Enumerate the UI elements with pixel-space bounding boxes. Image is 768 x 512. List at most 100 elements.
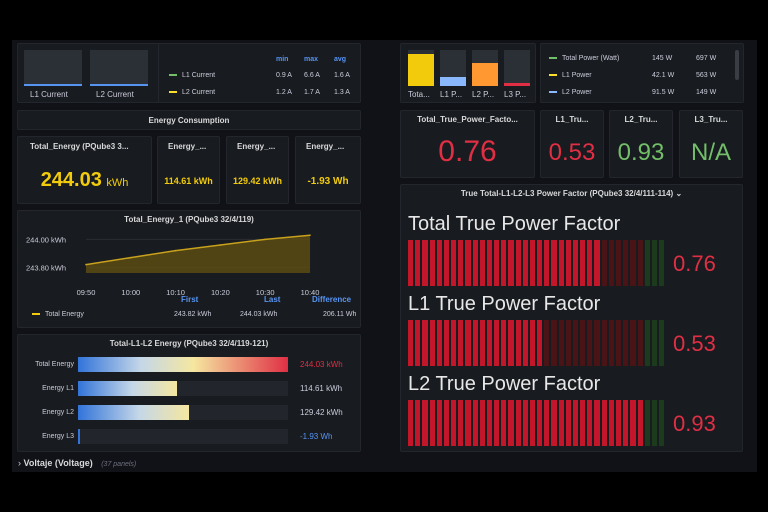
pf-segment [565, 400, 571, 446]
power-bar-label: L1 P... [440, 90, 463, 99]
energy-section-header[interactable]: Energy Consumption [17, 110, 361, 130]
voltage-row-header[interactable]: › Voltaje (Voltage) (37 panels) [18, 458, 136, 472]
chevron-right-icon[interactable]: › [18, 458, 21, 468]
pf-segment [630, 240, 636, 286]
pf-segment [551, 320, 557, 366]
gauge-row-label: Energy L1 [42, 385, 74, 392]
power-legend-row-l2[interactable]: L2 Power [549, 89, 592, 96]
power-bar-fill [440, 77, 466, 86]
legend-header-avg[interactable]: avg [334, 56, 347, 63]
power-legend-panel[interactable]: Total Power (Watt) 145 W 697 W L1 Power … [540, 43, 744, 103]
energy-bar-gauge-panel[interactable]: Total-L1-L2 Energy (PQube3 32/4/119-121)… [17, 334, 361, 452]
l1-avg: 1.6 A [334, 72, 350, 79]
chart-legend-row[interactable]: Total Energy [32, 311, 84, 318]
pf-segment [644, 320, 650, 366]
stat-title: Total_True_Power_Facto... [417, 115, 518, 124]
energy-l2-stat[interactable]: Energy_... 129.42 kWh [226, 136, 289, 204]
l2-pf-stat[interactable]: L2_Tru... 0.93 [609, 110, 673, 178]
gauge-value: -1.93 Wh [300, 432, 333, 441]
pf-segment [479, 240, 485, 286]
l2-power-v1: 91.5 W [652, 89, 675, 96]
l1-current-swatch [169, 74, 177, 77]
pf-segment [415, 400, 421, 446]
pf-segment [580, 320, 586, 366]
energy-timeseries-chart[interactable]: 244.00 kWh 243.80 kWh 09:50 10:00 10:10 10:20… [18, 229, 362, 311]
y-tick-label: 243.80 kWh [26, 263, 66, 272]
l1-pf-stat[interactable]: L1_Tru... 0.53 [540, 110, 604, 178]
l1-current-bar [24, 50, 82, 86]
pf-segment [630, 320, 636, 366]
gauge-track [78, 381, 288, 396]
legend-row-l2[interactable]: L2 Current [169, 89, 215, 96]
chevron-down-icon[interactable]: ⌄ [675, 189, 683, 198]
total-energy-stat[interactable]: Total_Energy (PQube3 3... 244.03 kWh [17, 136, 152, 204]
energy-section-title: Energy Consumption [148, 116, 230, 125]
pf-segment [644, 400, 650, 446]
chart-legend-header-first[interactable]: First [181, 295, 199, 304]
legend-name: Total Energy [45, 311, 84, 318]
pf-segment [451, 320, 457, 366]
l3-pf-stat[interactable]: L3_Tru... N/A [679, 110, 743, 178]
energy-point [309, 234, 311, 236]
energy-point [264, 238, 266, 241]
scrollbar[interactable] [735, 50, 739, 80]
l2-min: 1.2 A [276, 89, 292, 96]
pf-segment [659, 320, 665, 366]
power-factor-panel[interactable]: True Total-L1-L2-L3 Power Factor (PQube3… [400, 184, 743, 452]
l1-current-label: L1 Current [30, 90, 68, 99]
stat-value: 244.03 kWh [18, 169, 151, 192]
energy-l3-stat[interactable]: Energy_... -1.93 Wh [295, 136, 361, 204]
pf-segment [558, 320, 564, 366]
legend-row-l1[interactable]: L1 Current [169, 72, 215, 79]
stat-title: Energy_... [237, 142, 276, 151]
energy-point [130, 256, 132, 259]
pf-segment [465, 320, 471, 366]
pf-segment [637, 240, 643, 286]
pf-segment [486, 240, 493, 286]
gauge-value: 129.42 kWh [300, 408, 343, 417]
pf-segment [422, 320, 428, 366]
l2-current-swatch [169, 91, 177, 94]
l2-max: 1.7 A [304, 89, 320, 96]
dashboard-screen: L1 Current L2 Current min max avg L1 Cur… [12, 40, 757, 472]
pf-segment [608, 240, 614, 286]
total-energy-chart-panel[interactable]: Total_Energy_1 (PQube3 32/4/119) 244.00 … [17, 210, 361, 328]
legend-name: L2 Power [562, 89, 592, 96]
legend-name: Total Power (Watt) [562, 55, 620, 62]
pf-segment [508, 400, 514, 446]
power-legend-row-total[interactable]: Total Power (Watt) [549, 55, 619, 62]
total-power-v2: 697 W [696, 55, 717, 62]
pf-segment [501, 240, 507, 286]
pf-segment [623, 320, 629, 366]
gauge-track [78, 357, 288, 372]
chart-legend-header-difference[interactable]: Difference [312, 295, 352, 304]
pf-segment [615, 320, 622, 366]
chart-legend-header-last[interactable]: Last [264, 295, 281, 304]
energy-l1-stat[interactable]: Energy_... 114.61 kWh [157, 136, 220, 204]
current-bars-panel[interactable]: L1 Current L2 Current [17, 43, 163, 103]
stat-value: 0.93 [617, 139, 665, 166]
legend-header-max[interactable]: max [304, 56, 319, 63]
pf-segment [429, 240, 435, 286]
pf-segment [515, 240, 521, 286]
pf-segment [515, 320, 521, 366]
power-bars-panel[interactable]: Tota... L1 P... L2 P... L3 P... [400, 43, 536, 103]
pf-segment [458, 320, 464, 366]
gauge-track [78, 429, 288, 444]
current-legend-panel[interactable]: min max avg L1 Current 0.9 A 6.6 A 1.6 A… [158, 43, 361, 103]
pf-panel-title[interactable]: True Total-L1-L2-L3 Power Factor (PQube3… [401, 189, 742, 198]
x-tick-label: 10:20 [211, 288, 230, 297]
l1-pf-segmented-bar [408, 320, 665, 366]
pf-segment [408, 320, 414, 366]
pf-segment [436, 320, 442, 366]
legend-name: L1 Current [182, 72, 216, 79]
stat-title: L1_Tru... [555, 115, 589, 124]
power-bar-track [472, 50, 498, 86]
power-legend-row-l1[interactable]: L1 Power [549, 72, 592, 79]
total-pf-stat[interactable]: Total_True_Power_Facto... 0.76 [400, 110, 535, 178]
pf-segment [486, 400, 493, 446]
legend-header-min[interactable]: min [276, 56, 289, 63]
pf-segment [501, 320, 507, 366]
stat-title: L3_Tru... [694, 115, 728, 124]
pf-segment [615, 240, 622, 286]
